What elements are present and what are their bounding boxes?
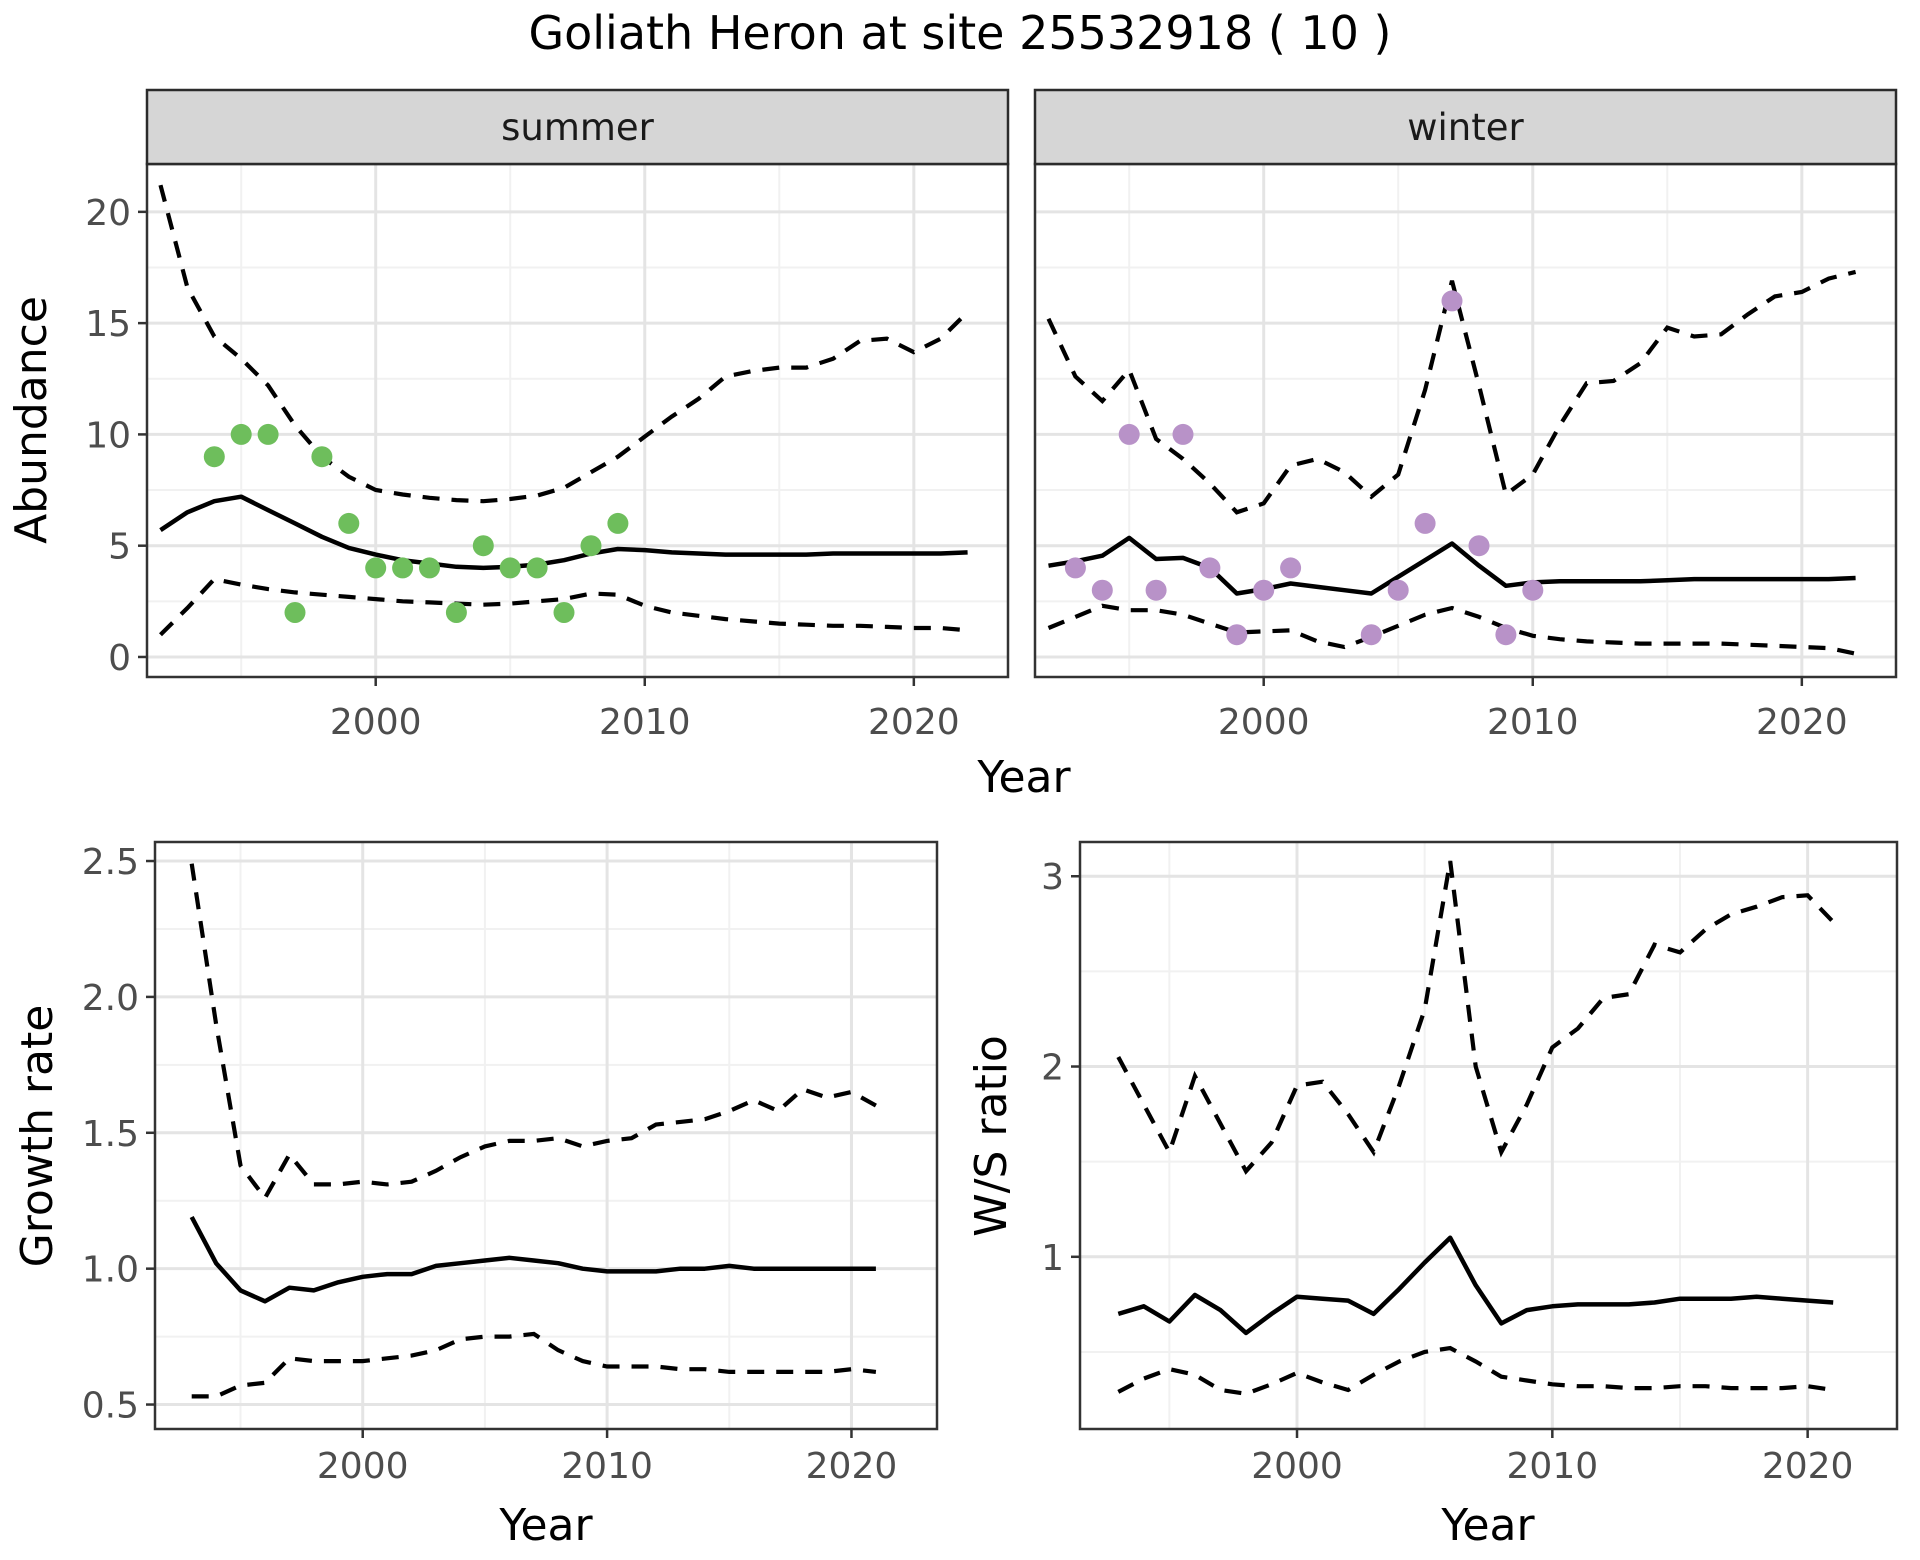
panel-background [147, 164, 1008, 677]
x-tick-label: 2000 [1218, 702, 1310, 743]
lower-ci-line [1047, 603, 1857, 656]
observation-point [1522, 579, 1544, 601]
y-tick-label: 2.5 [82, 842, 139, 883]
axis-title-year-top: Year [976, 752, 1071, 803]
median-line [159, 494, 968, 571]
lower-ci-line [1117, 1345, 1834, 1396]
observation-point [365, 557, 387, 579]
observation-point [311, 446, 333, 468]
observation-point [499, 557, 521, 579]
facet-strip-winter [1033, 88, 1898, 166]
y-tick-label: 10 [85, 415, 131, 456]
observation-point [580, 535, 602, 557]
observation-point [338, 512, 360, 534]
x-tick-label: 2020 [1762, 1446, 1854, 1487]
panel-abundance_summer: 2000 2010 2020 0 5 10 15 20 summer [85, 88, 1010, 743]
series-group [1116, 860, 1835, 1396]
lower-ci-line [191, 1331, 877, 1399]
observation-point [553, 602, 575, 623]
x-tick-label: 2000 [330, 702, 422, 743]
observation-point [230, 423, 252, 445]
panel-ws_ratio: 2000 2010 2020 1 2 3 [1041, 840, 1899, 1487]
observation-point [1118, 423, 1140, 445]
observation-point [1172, 423, 1194, 445]
upper-ci-line [1046, 269, 1857, 515]
lower-ci-line [159, 576, 968, 637]
x-tick-label: 2010 [1507, 1446, 1599, 1487]
y-tick-label: 5 [108, 527, 131, 568]
observation-point [419, 557, 440, 579]
observation-point [526, 557, 548, 579]
panel-background [1035, 164, 1896, 677]
observation-point [1091, 579, 1113, 601]
observation-point [392, 557, 414, 579]
observation-point [1360, 624, 1382, 646]
median-line [1117, 1235, 1834, 1336]
series-group [1046, 269, 1857, 656]
observation-point [257, 423, 279, 445]
observation-point [1064, 557, 1086, 579]
median-line [1048, 535, 1856, 596]
observation-point [203, 446, 225, 468]
y-tick-label: 2.0 [82, 978, 139, 1019]
observation-point [284, 602, 306, 623]
facet-strip-summer [145, 88, 1010, 166]
observation-point [607, 512, 629, 534]
x-tick-label: 2010 [599, 702, 691, 743]
observation-point [1387, 579, 1409, 601]
observation-point [445, 602, 467, 623]
x-tick-label: 2010 [561, 1446, 653, 1487]
panel-growth_rate: 2000 2010 2020 0.5 1.0 1.5 2.0 2.5 [82, 840, 939, 1487]
x-tick-label: 2010 [1487, 702, 1579, 743]
panel-border [1078, 840, 1899, 1431]
observation-point [1253, 579, 1275, 601]
y-tick-label: 1.0 [82, 1250, 139, 1291]
panel-background [155, 842, 937, 1429]
upper-ci-line [158, 184, 970, 504]
axis-title-growth-rate: Growth rate [12, 1005, 63, 1268]
x-tick-label: 2000 [317, 1446, 409, 1487]
axis-title-ws-ratio: W/S ratio [966, 1035, 1017, 1237]
upper-ci-line [1116, 860, 1835, 1175]
facet-strip-label: winter [1407, 106, 1524, 149]
observation-point [1495, 624, 1517, 646]
observation-point [1468, 535, 1490, 557]
observation-point [1414, 512, 1436, 534]
panel-border [153, 840, 939, 1431]
x-tick-label: 2020 [1756, 702, 1848, 743]
upper-ci-line [189, 863, 877, 1202]
median-line [189, 1215, 876, 1304]
axis-title-abundance: Abundance [6, 296, 57, 544]
x-tick-label: 2020 [806, 1446, 898, 1487]
observation-point [472, 535, 494, 557]
observation-point [1199, 557, 1221, 579]
panel-background [1080, 842, 1897, 1429]
y-tick-label: 0.5 [82, 1386, 139, 1427]
y-tick-label: 1 [1041, 1238, 1064, 1279]
y-tick-label: 3 [1041, 857, 1064, 898]
observation-point [1145, 579, 1167, 601]
series-group [158, 184, 970, 637]
facet-strip-label: summer [501, 106, 655, 149]
observation-point [1280, 557, 1302, 579]
x-tick-label: 2000 [1251, 1446, 1343, 1487]
y-tick-label: 20 [85, 193, 131, 234]
chart-title: Goliath Heron at site 25532918 ( 10 ) [528, 6, 1392, 60]
y-tick-label: 0 [108, 638, 131, 679]
observation-point [1441, 290, 1463, 312]
axis-title-year-growth: Year [498, 1500, 593, 1551]
observation-point [1226, 624, 1248, 646]
panel-abundance_winter: 2000 2010 2020 winter [1033, 88, 1898, 743]
y-tick-label: 2 [1041, 1048, 1064, 1089]
axis-title-year-ws: Year [1440, 1500, 1535, 1551]
y-tick-label: 1.5 [82, 1114, 139, 1155]
y-tick-label: 15 [85, 304, 131, 345]
series-group [189, 863, 877, 1399]
x-tick-label: 2020 [868, 702, 960, 743]
